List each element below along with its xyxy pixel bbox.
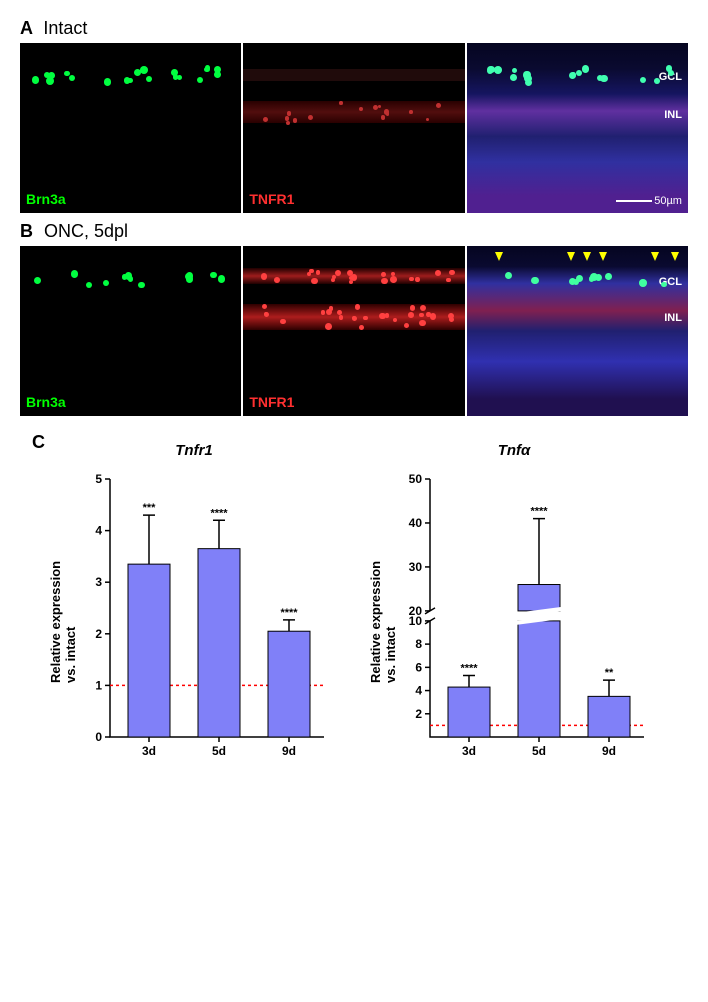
panel-b-condition: ONC, 5dpl	[44, 221, 128, 241]
arrow-icon	[583, 252, 591, 261]
panel-a-condition: Intact	[43, 18, 87, 38]
panel-c-row: C Tnfr1 Relative expressionvs. intact 01…	[10, 442, 698, 763]
svg-text:9d: 9d	[602, 744, 616, 758]
svg-text:1: 1	[95, 678, 102, 692]
arrow-icon	[495, 252, 503, 261]
inl-label: INL	[664, 109, 682, 121]
inl-label-b: INL	[664, 312, 682, 324]
arrow-icon	[599, 252, 607, 261]
panel-b-row: Brn3a TNFR1 GCL INL	[10, 246, 698, 416]
svg-text:5: 5	[95, 472, 102, 486]
svg-text:2: 2	[415, 707, 422, 721]
panel-a-tnfr1: TNFR1	[243, 43, 464, 213]
svg-text:40: 40	[409, 516, 423, 530]
svg-text:20: 20	[409, 604, 423, 618]
brn3a-label-b: Brn3a	[26, 394, 66, 410]
tnfr1-title: Tnfr1	[54, 442, 334, 459]
arrow-icon	[651, 252, 659, 261]
svg-text:****: ****	[460, 662, 478, 674]
tnfa-svg: 24681020304050****3d****5d**9d	[374, 463, 654, 763]
chart-tnfa: Tnfα Relative expressionvs. intact 24681…	[374, 442, 654, 763]
svg-text:3: 3	[95, 575, 102, 589]
svg-text:****: ****	[280, 607, 298, 619]
panel-b-brn3a: Brn3a	[20, 246, 241, 416]
arrow-icon	[671, 252, 679, 261]
chart-tnfr1: C Tnfr1 Relative expressionvs. intact 01…	[54, 442, 334, 763]
svg-text:3d: 3d	[462, 744, 476, 758]
tnfa-ylabel: Relative expressionvs. intact	[368, 561, 398, 683]
svg-text:9d: 9d	[282, 744, 296, 758]
svg-text:5d: 5d	[212, 744, 226, 758]
svg-text:50: 50	[409, 472, 423, 486]
panel-b-letter: B	[20, 221, 33, 241]
svg-text:30: 30	[409, 560, 423, 574]
panel-b-merge: GCL INL	[467, 246, 688, 416]
svg-text:0: 0	[95, 730, 102, 744]
brn3a-label: Brn3a	[26, 191, 66, 207]
svg-text:4: 4	[95, 524, 102, 538]
panel-b-tnfr1: TNFR1	[243, 246, 464, 416]
scale-text: 50µm	[654, 195, 682, 207]
panel-a-letter: A	[20, 18, 32, 38]
tnfr1-label-b: TNFR1	[249, 394, 294, 410]
tnfa-title: Tnfα	[374, 442, 654, 459]
svg-text:****: ****	[210, 507, 228, 519]
scale-bar: 50µm	[616, 195, 682, 207]
panel-a-label: A Intact	[20, 18, 698, 39]
svg-text:6: 6	[415, 660, 422, 674]
svg-text:***: ***	[143, 502, 157, 514]
tnfr1-svg: 0 1 2 3 4 5 *** 3d **** 5d **** 9d	[54, 463, 334, 763]
svg-text:**: **	[605, 667, 614, 679]
svg-text:****: ****	[530, 506, 548, 518]
panel-a-merge: GCL INL 50µm	[467, 43, 688, 213]
svg-text:4: 4	[415, 684, 422, 698]
arrow-icon	[567, 252, 575, 261]
panel-a-row: Brn3a TNFR1 GCL INL 50µm	[10, 43, 698, 213]
svg-text:8: 8	[415, 637, 422, 651]
tnfr1-ylabel: Relative expressionvs. intact	[48, 561, 78, 683]
panel-a-brn3a: Brn3a	[20, 43, 241, 213]
svg-text:5d: 5d	[532, 744, 546, 758]
tnfr1-label: TNFR1	[249, 191, 294, 207]
svg-text:2: 2	[95, 627, 102, 641]
panel-c-letter: C	[32, 432, 45, 453]
panel-b-label: B ONC, 5dpl	[20, 221, 698, 242]
svg-text:3d: 3d	[142, 744, 156, 758]
figure: A Intact Brn3a TNFR1 GCL INL 50µm B ONC,…	[0, 0, 708, 773]
